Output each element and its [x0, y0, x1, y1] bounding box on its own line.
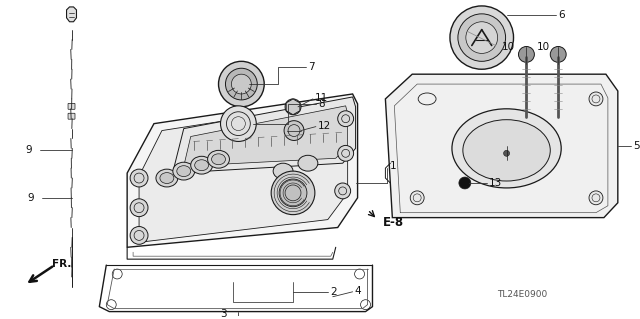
Ellipse shape — [173, 162, 195, 180]
Polygon shape — [127, 94, 358, 247]
Text: 10: 10 — [501, 42, 515, 53]
Circle shape — [335, 183, 351, 199]
Text: FR.: FR. — [52, 259, 71, 269]
Ellipse shape — [463, 120, 550, 181]
Text: 4: 4 — [355, 286, 361, 296]
Circle shape — [221, 106, 256, 141]
Circle shape — [218, 61, 264, 107]
Ellipse shape — [195, 160, 209, 171]
Circle shape — [285, 99, 301, 115]
Text: 13: 13 — [489, 178, 502, 188]
Ellipse shape — [273, 163, 293, 179]
Text: 7: 7 — [308, 62, 314, 72]
Circle shape — [338, 145, 354, 161]
Ellipse shape — [212, 154, 225, 165]
Polygon shape — [67, 7, 77, 22]
Circle shape — [130, 199, 148, 217]
Text: 2: 2 — [330, 287, 337, 297]
Circle shape — [459, 177, 471, 189]
Circle shape — [466, 22, 498, 53]
Polygon shape — [174, 97, 356, 173]
FancyBboxPatch shape — [68, 113, 75, 119]
Circle shape — [130, 169, 148, 187]
Circle shape — [518, 47, 534, 62]
Circle shape — [338, 111, 354, 127]
Text: 11: 11 — [315, 93, 328, 103]
Text: 12: 12 — [318, 121, 331, 130]
Text: 1: 1 — [389, 161, 396, 171]
Circle shape — [550, 47, 566, 62]
Text: 10: 10 — [537, 42, 550, 53]
Circle shape — [504, 150, 509, 156]
Ellipse shape — [156, 169, 178, 187]
Circle shape — [225, 68, 257, 100]
Text: 3: 3 — [220, 308, 227, 319]
Text: E-8: E-8 — [383, 216, 404, 229]
Ellipse shape — [207, 150, 230, 168]
Ellipse shape — [298, 155, 318, 171]
Circle shape — [279, 179, 307, 207]
Circle shape — [410, 191, 424, 205]
Polygon shape — [286, 99, 300, 115]
Circle shape — [232, 74, 252, 94]
Circle shape — [589, 92, 603, 106]
Polygon shape — [385, 74, 618, 218]
Circle shape — [271, 171, 315, 215]
FancyBboxPatch shape — [68, 103, 75, 109]
Circle shape — [589, 191, 603, 205]
Text: 8: 8 — [318, 99, 324, 109]
Text: TL24E0900: TL24E0900 — [497, 290, 547, 299]
Text: 5: 5 — [633, 141, 639, 152]
Ellipse shape — [160, 173, 174, 183]
Ellipse shape — [191, 156, 212, 174]
Circle shape — [284, 121, 304, 140]
Polygon shape — [184, 106, 348, 166]
Text: 6: 6 — [558, 10, 565, 20]
Ellipse shape — [452, 109, 561, 188]
Circle shape — [458, 14, 506, 61]
Polygon shape — [139, 102, 348, 242]
Circle shape — [130, 226, 148, 244]
Text: 9: 9 — [25, 145, 32, 155]
Text: 9: 9 — [27, 193, 34, 203]
Circle shape — [450, 6, 513, 69]
Ellipse shape — [177, 166, 191, 176]
